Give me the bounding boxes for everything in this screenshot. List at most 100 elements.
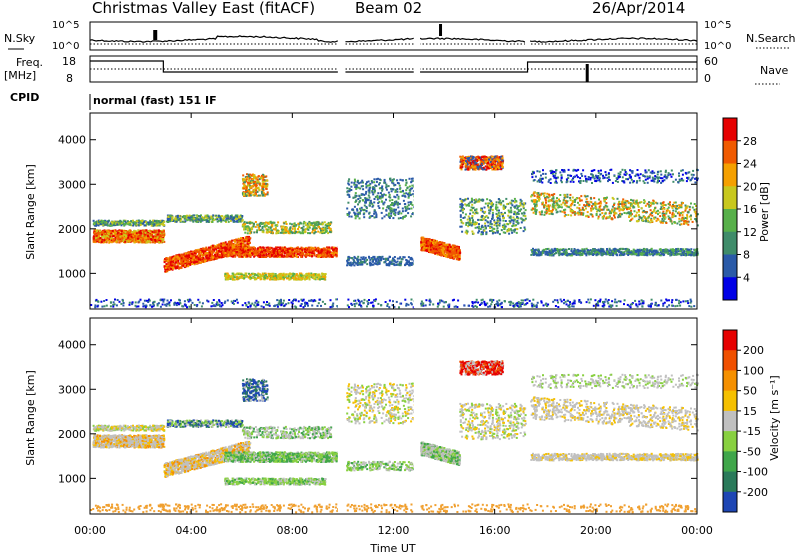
echo-cell [163, 230, 165, 232]
echo-cell [167, 219, 169, 221]
echo-cell [153, 223, 155, 225]
echo-cell [205, 248, 207, 250]
echo-cell [314, 276, 316, 278]
echo-cell [400, 212, 402, 214]
echo-cell [388, 213, 390, 215]
echo-cell [397, 202, 399, 204]
echo-cell [279, 256, 281, 258]
echo-cell [252, 253, 254, 255]
echo-cell [363, 216, 365, 218]
echo-cell [401, 258, 403, 260]
echo-cell [212, 257, 214, 259]
echo-cell [324, 221, 326, 223]
echo-cell [192, 221, 194, 223]
echo-cell [279, 248, 281, 250]
echo-cell [372, 188, 374, 190]
echo-cell [198, 249, 200, 251]
echo-cell [230, 247, 232, 249]
echo-cell [94, 239, 96, 241]
echo-cell [171, 265, 173, 267]
echo-cell [348, 180, 350, 182]
echo-cell [402, 179, 404, 181]
echo-cell [389, 207, 391, 209]
echo-cell [169, 215, 171, 217]
echo-cell [146, 223, 148, 225]
echo-cell [381, 190, 383, 192]
echo-cell [144, 237, 146, 239]
echo-cell [354, 195, 356, 197]
echo-cell [385, 261, 387, 263]
echo-cell [191, 263, 193, 265]
echo-cell [325, 273, 327, 275]
echo-cell [131, 231, 133, 233]
echo-cell [191, 215, 193, 217]
echo-cell [382, 207, 384, 209]
echo-cell [351, 182, 353, 184]
echo-cell [289, 223, 291, 225]
echo-cell [269, 279, 271, 281]
echo-cell [142, 235, 144, 237]
echo-cell [248, 240, 250, 242]
echo-cell [368, 257, 370, 259]
echo-cell [305, 228, 307, 230]
echo-cell [265, 256, 267, 258]
echo-cell [223, 217, 225, 219]
nave-tick-top: 60 [704, 55, 718, 68]
echo-cell [331, 256, 333, 258]
echo-cell [262, 179, 264, 181]
echo-cell [228, 247, 230, 249]
echo-cell [300, 256, 302, 258]
echo-cell [357, 203, 359, 205]
echo-cell [294, 227, 296, 229]
echo-cell [325, 227, 327, 229]
echo-cell [113, 235, 115, 237]
echo-cell [387, 205, 389, 207]
echo-cell [402, 195, 404, 197]
echo-cell [323, 228, 325, 230]
echo-cell [376, 261, 378, 263]
figure-title: Christmas Valley East (fitACF) [92, 0, 315, 17]
echo-cell [140, 232, 142, 234]
echo-cell [409, 178, 411, 180]
echo-cell [196, 220, 198, 222]
echo-cell [149, 230, 151, 232]
echo-cell [369, 192, 371, 194]
echo-cell [354, 186, 356, 188]
echo-cell [396, 194, 398, 196]
echo-cell [262, 226, 264, 228]
echo-cell [354, 179, 356, 181]
echo-cell [380, 192, 382, 194]
echo-cell [411, 258, 413, 260]
echo-cell [249, 177, 251, 179]
echo-cell [328, 247, 330, 249]
echo-cell [348, 184, 350, 186]
echo-cell [162, 222, 164, 224]
echo-cell [142, 238, 144, 240]
echo-cell [127, 231, 129, 233]
echo-cell [231, 253, 233, 255]
echo-cell [249, 275, 251, 277]
echo-cell [365, 257, 367, 259]
echo-cell [251, 181, 253, 183]
echo-cell [275, 229, 277, 231]
echo-cell [359, 213, 361, 215]
echo-cell [357, 198, 359, 200]
echo-cell [352, 197, 354, 199]
echo-cell [326, 225, 328, 227]
echo-cell [191, 255, 193, 257]
echo-cell [375, 258, 377, 260]
echo-cell [392, 188, 394, 190]
echo-cell [247, 232, 249, 234]
echo-cell [367, 185, 369, 187]
echo-cell [229, 243, 231, 245]
echo-cell [308, 277, 310, 279]
echo-cell [380, 198, 382, 200]
echo-cell [235, 215, 237, 217]
echo-cell [207, 220, 209, 222]
echo-cell [359, 262, 361, 264]
echo-cell [381, 217, 383, 219]
echo-cell [101, 241, 103, 243]
echo-cell [245, 225, 247, 227]
echo-cell [267, 250, 269, 252]
echo-cell [305, 254, 307, 256]
